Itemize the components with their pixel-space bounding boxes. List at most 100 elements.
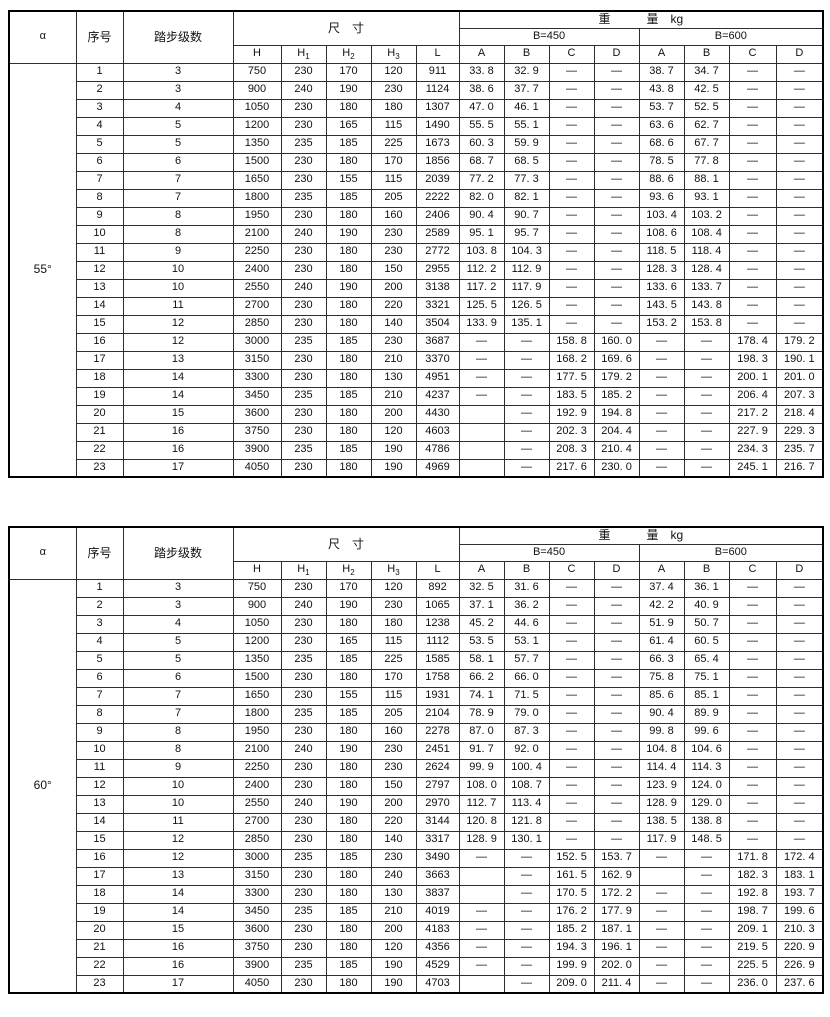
- cell-h3: 200: [370, 920, 417, 940]
- cell-b450-d: 194. 8: [593, 404, 640, 424]
- cell-b450-d: 153. 7: [593, 848, 640, 868]
- cell-h2: 180: [325, 350, 372, 370]
- cell-b450-d: —: [593, 170, 640, 190]
- header-col-h: H: [232, 44, 282, 64]
- cell-b600-d: 193. 7: [775, 884, 824, 904]
- cell-h2: 180: [325, 776, 372, 796]
- cell-h1: 230: [280, 98, 327, 118]
- cell-serial: 1: [75, 578, 124, 598]
- cell-b450-a: 60. 3: [458, 134, 505, 154]
- table-row: 5 5 1350 235 185 225 1673 60. 3 59. 9— —68. 6 67. …: [9, 134, 824, 154]
- cell-b450-c: —: [548, 578, 595, 598]
- cell-b450-d: —: [593, 812, 640, 832]
- cell-serial: 7: [75, 686, 124, 706]
- cell-b600-c: 234. 3: [728, 440, 777, 460]
- cell-b450-c: —: [548, 260, 595, 280]
- cell-h3: 130: [370, 368, 417, 388]
- cell-b600-b: 89. 9: [683, 704, 730, 724]
- cell-b600-a: [638, 866, 685, 886]
- cell-h: 1500: [232, 668, 282, 688]
- header-b450: B=450: [458, 543, 640, 562]
- cell-h1: 230: [280, 884, 327, 904]
- cell-h1: 235: [280, 956, 327, 976]
- cell-b600-d: —: [775, 632, 824, 652]
- cell-h3: 115: [370, 116, 417, 136]
- cell-b600-b: —: [683, 386, 730, 406]
- cell-b450-b: —: [503, 422, 550, 442]
- cell-steps: 16: [122, 422, 234, 442]
- cell-b450-d: —: [593, 578, 640, 598]
- cell-b450-c: —: [548, 812, 595, 832]
- cell-l: 1124: [415, 80, 460, 100]
- header-col-l: L: [415, 560, 460, 580]
- cell-b600-b: 148. 5: [683, 830, 730, 850]
- cell-h3: 170: [370, 152, 417, 172]
- cell-b600-d: —: [775, 830, 824, 850]
- cell-h2: 180: [325, 812, 372, 832]
- cell-b450-a: 133. 9: [458, 314, 505, 334]
- cell-steps: 3: [122, 578, 234, 598]
- cell-b600-a: 123. 9: [638, 776, 685, 796]
- header-b600: B=600: [638, 543, 824, 562]
- cell-serial: 3: [75, 98, 124, 118]
- cell-b450-a: 78. 9: [458, 704, 505, 724]
- cell-b600-a: —: [638, 386, 685, 406]
- cell-b450-a: 108. 0: [458, 776, 505, 796]
- cell-steps: 13: [122, 350, 234, 370]
- cell-h: 1950: [232, 722, 282, 742]
- cell-b450-d: 169. 6: [593, 350, 640, 370]
- cell-h: 900: [232, 80, 282, 100]
- cell-b600-c: —: [728, 134, 777, 154]
- header-b450: B=450: [458, 27, 640, 46]
- cell-l: 2624: [415, 758, 460, 778]
- table-row: 2 3 900 240 190 230 1124 38. 6 37. 7— —43. 8 42. 5…: [9, 80, 824, 100]
- spec-table-55: α 序号 踏步级数 尺 寸 重 量 kg B=450 B=600 H H1 H2…: [8, 10, 825, 478]
- cell-steps: 17: [122, 974, 234, 994]
- cell-b450-a: 87. 0: [458, 722, 505, 742]
- cell-b450-c: —: [548, 704, 595, 724]
- cell-steps: 4: [122, 98, 234, 118]
- cell-b600-a: —: [638, 350, 685, 370]
- cell-h2: 180: [325, 98, 372, 118]
- cell-serial: 14: [75, 812, 124, 832]
- cell-h: 1650: [232, 170, 282, 190]
- cell-b600-d: —: [775, 170, 824, 190]
- cell-h3: 200: [370, 794, 417, 814]
- cell-h: 3450: [232, 902, 282, 922]
- cell-b450-d: —: [593, 134, 640, 154]
- header-col-b600-b: B: [683, 560, 730, 580]
- header-b600: B=600: [638, 27, 824, 46]
- cell-b600-c: —: [728, 740, 777, 760]
- cell-b450-c: 161. 5: [548, 866, 595, 886]
- cell-l: 2104: [415, 704, 460, 724]
- cell-h2: 180: [325, 884, 372, 904]
- cell-b600-c: —: [728, 632, 777, 652]
- cell-steps: 10: [122, 260, 234, 280]
- cell-b600-b: 67. 7: [683, 134, 730, 154]
- cell-b600-c: 209. 1: [728, 920, 777, 940]
- cell-steps: 9: [122, 758, 234, 778]
- cell-serial: 13: [75, 278, 124, 298]
- cell-b600-d: 216. 7: [775, 458, 824, 478]
- cell-b600-c: —: [728, 98, 777, 118]
- cell-h: 900: [232, 596, 282, 616]
- cell-h1: 230: [280, 152, 327, 172]
- cell-steps: 12: [122, 332, 234, 352]
- cell-b450-b: 117. 9: [503, 278, 550, 298]
- cell-steps: 14: [122, 386, 234, 406]
- cell-b450-b: 46. 1: [503, 98, 550, 118]
- cell-b450-b: —: [503, 902, 550, 922]
- cell-b450-a: 55. 5: [458, 116, 505, 136]
- cell-serial: 19: [75, 902, 124, 922]
- cell-h3: 180: [370, 614, 417, 634]
- cell-b600-d: —: [775, 188, 824, 208]
- cell-h: 3750: [232, 938, 282, 958]
- cell-l: 3144: [415, 812, 460, 832]
- cell-b600-b: 93. 1: [683, 188, 730, 208]
- header-col-b450-b: B: [503, 560, 550, 580]
- cell-b600-d: 229. 3: [775, 422, 824, 442]
- cell-h1: 230: [280, 866, 327, 886]
- cell-b600-b: 52. 5: [683, 98, 730, 118]
- cell-serial: 3: [75, 614, 124, 634]
- cell-b450-d: 202. 0: [593, 956, 640, 976]
